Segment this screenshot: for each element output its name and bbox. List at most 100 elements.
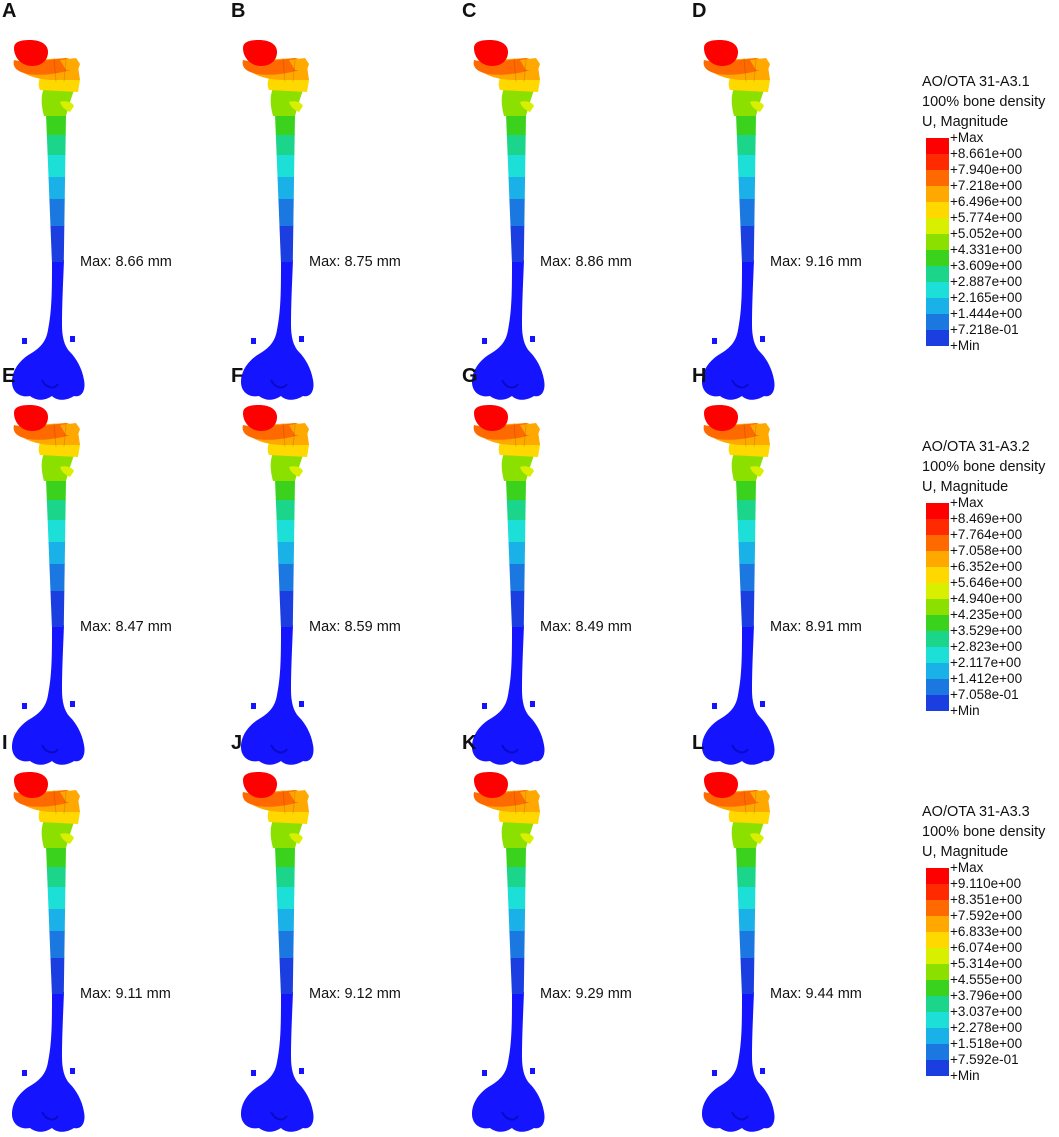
displacement-band bbox=[48, 541, 66, 564]
lesser-trochanter bbox=[60, 101, 74, 112]
distal-femur bbox=[12, 260, 85, 400]
colorbar-swatch bbox=[926, 170, 949, 186]
legend-scale: +Max +8.661e+00 +7.940e+00 +7.218e+00 +6.496… bbox=[922, 130, 1059, 362]
femur-model bbox=[702, 40, 775, 400]
condyle-notch bbox=[731, 744, 749, 754]
colorbar-swatch bbox=[926, 567, 949, 583]
panel-letter: A bbox=[2, 0, 17, 22]
screw-tip bbox=[22, 1070, 27, 1076]
mesh-facet-lines bbox=[282, 422, 296, 448]
colorbar-swatch bbox=[926, 535, 949, 551]
displacement-band bbox=[275, 479, 295, 500]
colorbar-swatch bbox=[926, 663, 949, 679]
displacement-band bbox=[278, 563, 294, 591]
screw-tip bbox=[530, 701, 535, 707]
displacement-band bbox=[509, 563, 525, 591]
screw-tip bbox=[251, 1070, 256, 1076]
displacement-band bbox=[46, 114, 66, 135]
colorbar-swatch bbox=[926, 551, 949, 567]
legend-tick-label: +1.444e+00 bbox=[950, 306, 1023, 321]
colorbar-swatch bbox=[926, 250, 949, 266]
displacement-band bbox=[510, 590, 525, 627]
legend-tick-label: +Min bbox=[950, 703, 980, 718]
displacement-band bbox=[506, 846, 526, 867]
max-displacement-label: Max: 8.49 mm bbox=[540, 619, 632, 635]
femoral-head bbox=[14, 405, 48, 431]
mesh-facet-lines bbox=[513, 789, 527, 815]
contour-legend: AO/OTA 31-A3.3 100% bone density U, Magnit… bbox=[922, 802, 1059, 1092]
greater-trochanter bbox=[289, 58, 309, 70]
displacement-band bbox=[508, 176, 526, 199]
displacement-band bbox=[275, 846, 295, 867]
displacement-band bbox=[276, 519, 295, 542]
femur-panel: H Max: 8.91 mm bbox=[690, 365, 922, 765]
greater-trochanter bbox=[60, 790, 80, 802]
displacement-band bbox=[279, 590, 294, 627]
displacement-band bbox=[736, 134, 756, 155]
displacement-band bbox=[47, 154, 66, 177]
displacement-band bbox=[50, 590, 65, 627]
displacement-band bbox=[506, 866, 526, 887]
panel-letter: J bbox=[231, 732, 243, 754]
screw-tip bbox=[482, 1070, 487, 1076]
max-displacement-label: Max: 9.29 mm bbox=[540, 986, 632, 1002]
femoral-head bbox=[704, 772, 738, 798]
distal-femur bbox=[241, 625, 314, 765]
legend-tick-label: +5.646e+00 bbox=[950, 575, 1023, 590]
condyle-notch bbox=[501, 744, 519, 754]
legend-tick-label: +1.518e+00 bbox=[950, 1036, 1023, 1051]
displacement-band bbox=[506, 499, 526, 520]
legend-subtitle: 100% bone density bbox=[922, 824, 1046, 840]
screw-tip bbox=[482, 703, 487, 709]
displacement-band bbox=[49, 198, 65, 226]
screw-tip bbox=[22, 338, 27, 344]
condyle-notch bbox=[270, 744, 288, 754]
colorbar-swatch bbox=[926, 186, 949, 202]
displacement-band bbox=[740, 957, 755, 994]
displacement-band bbox=[738, 176, 756, 199]
max-displacement-label: Max: 8.66 mm bbox=[80, 254, 172, 270]
legend-subtitle: 100% bone density bbox=[922, 94, 1046, 110]
legend-tick-label: +7.592e+00 bbox=[950, 908, 1023, 923]
femur-panel: F Max: 8.59 mm bbox=[229, 365, 461, 765]
displacement-band bbox=[737, 154, 756, 177]
screw-tip bbox=[299, 701, 304, 707]
mesh-facet-lines bbox=[743, 57, 757, 83]
screw-tip bbox=[251, 338, 256, 344]
screw-tip bbox=[712, 338, 717, 344]
displacement-band bbox=[279, 957, 294, 994]
panel-letter: F bbox=[231, 365, 244, 387]
panel-letter: G bbox=[462, 365, 478, 387]
greater-trochanter bbox=[289, 423, 309, 435]
femoral-head bbox=[14, 772, 48, 798]
max-displacement-label: Max: 9.11 mm bbox=[80, 986, 171, 1002]
greater-trochanter bbox=[60, 58, 80, 70]
condyle-notch bbox=[501, 1111, 519, 1121]
displacement-band bbox=[278, 198, 294, 226]
lesser-trochanter bbox=[750, 101, 764, 112]
legend-tick-label: +7.218e+00 bbox=[950, 178, 1023, 193]
panel-letter: I bbox=[2, 732, 8, 754]
legend-tick-label: +6.496e+00 bbox=[950, 194, 1023, 209]
colorbar-swatch bbox=[926, 1044, 949, 1060]
femur-panel: D Max: 9.16 mm bbox=[690, 0, 922, 400]
greater-trochanter bbox=[60, 423, 80, 435]
max-displacement-label: Max: 8.59 mm bbox=[309, 619, 401, 635]
legend-tick-label: +7.592e-01 bbox=[950, 1052, 1019, 1067]
colorbar-swatch bbox=[926, 615, 949, 631]
displacement-band bbox=[736, 499, 756, 520]
legend-tick-label: +2.887e+00 bbox=[950, 274, 1023, 289]
legend-tick-label: +6.833e+00 bbox=[950, 924, 1023, 939]
displacement-band bbox=[277, 541, 295, 564]
colorbar-swatch bbox=[926, 1060, 949, 1076]
max-displacement-label: Max: 9.12 mm bbox=[309, 986, 401, 1002]
colorbar-swatch bbox=[926, 282, 949, 298]
legend-title: AO/OTA 31-A3.1 bbox=[922, 74, 1030, 90]
colorbar-swatch bbox=[926, 884, 949, 900]
colorbar-swatch bbox=[926, 599, 949, 615]
displacement-band bbox=[738, 908, 756, 931]
panel-letter: H bbox=[692, 365, 707, 387]
colorbar bbox=[926, 503, 949, 711]
displacement-band bbox=[736, 866, 756, 887]
